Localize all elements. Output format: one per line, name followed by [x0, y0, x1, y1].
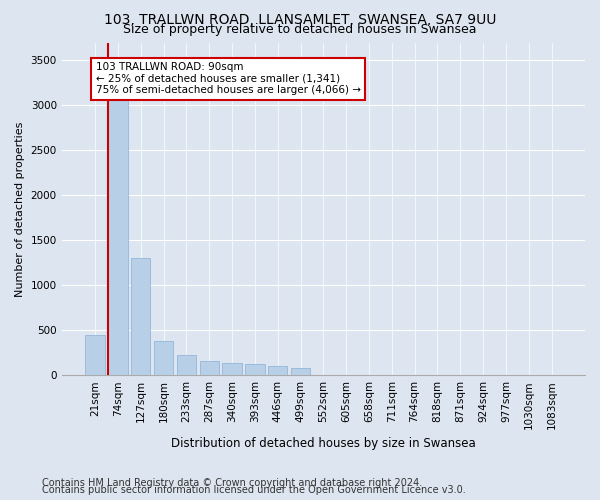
Y-axis label: Number of detached properties: Number of detached properties [15, 121, 25, 296]
Bar [85, 334, 105, 375]
X-axis label: Distribution of detached houses by size in Swansea: Distribution of detached houses by size … [171, 437, 476, 450]
Bar [223, 364, 242, 375]
Bar [154, 341, 173, 375]
Bar [177, 354, 196, 375]
Text: Contains public sector information licensed under the Open Government Licence v3: Contains public sector information licen… [42, 485, 466, 495]
Bar [245, 364, 265, 375]
Bar [291, 368, 310, 375]
Bar [268, 366, 287, 375]
Bar [131, 258, 151, 375]
Text: Size of property relative to detached houses in Swansea: Size of property relative to detached ho… [123, 22, 477, 36]
Text: 103 TRALLWN ROAD: 90sqm
← 25% of detached houses are smaller (1,341)
75% of semi: 103 TRALLWN ROAD: 90sqm ← 25% of detache… [95, 62, 361, 96]
Bar [200, 361, 219, 375]
Text: 103, TRALLWN ROAD, LLANSAMLET, SWANSEA, SA7 9UU: 103, TRALLWN ROAD, LLANSAMLET, SWANSEA, … [104, 12, 496, 26]
Bar [108, 62, 128, 375]
Text: Contains HM Land Registry data © Crown copyright and database right 2024.: Contains HM Land Registry data © Crown c… [42, 478, 422, 488]
